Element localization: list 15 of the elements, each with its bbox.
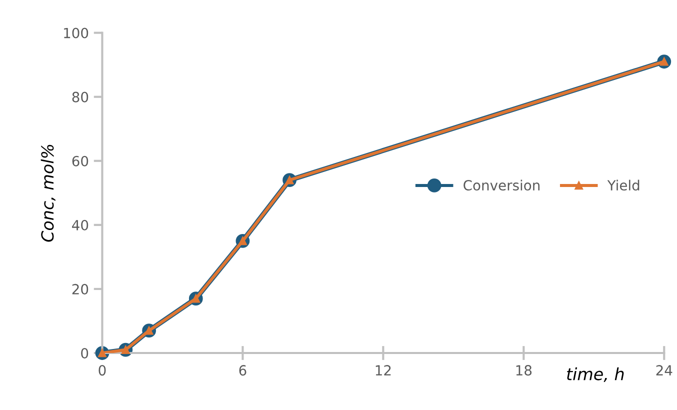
- y-tick-label: 60: [72, 156, 88, 166]
- x-tick-label: 6: [239, 365, 246, 376]
- x-tick-label: 0: [98, 365, 106, 376]
- x-tick-label: 18: [516, 365, 532, 376]
- y-tick-label: 80: [72, 92, 88, 102]
- x-tick-label: 24: [656, 365, 672, 376]
- y-tick-label: 40: [72, 220, 88, 230]
- y-tick-label: 20: [72, 284, 88, 294]
- y-axis-title: Conc, mol%: [40, 144, 56, 242]
- x-tick-label: 12: [376, 365, 391, 376]
- y-tick-label: 0: [81, 348, 88, 358]
- legend-label: Conversion: [464, 180, 540, 191]
- legend-label: Yield: [607, 180, 640, 191]
- y-tick-label: 100: [64, 28, 88, 38]
- x-axis-title: time, h: [567, 367, 624, 382]
